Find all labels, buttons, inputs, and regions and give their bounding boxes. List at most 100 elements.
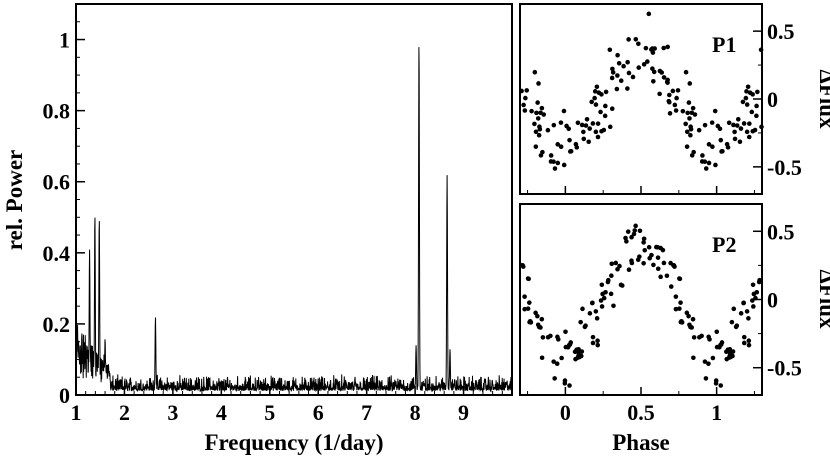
p1-point <box>700 153 705 158</box>
p2-point <box>703 376 709 381</box>
p2-ytick-label: 0.5 <box>767 219 795 244</box>
p2-point <box>539 355 545 361</box>
p1-point <box>573 141 579 147</box>
p2-point <box>738 311 744 316</box>
p1-point <box>674 95 679 101</box>
p2-point <box>677 306 682 311</box>
p2-point <box>641 240 646 245</box>
p2-point <box>595 342 601 348</box>
p2-point <box>562 381 568 386</box>
p1-point <box>696 127 702 133</box>
p1-point <box>687 116 692 121</box>
p1-point <box>602 113 608 119</box>
periodogram-ytick-label: 0 <box>59 383 70 408</box>
p1-point <box>595 134 601 140</box>
p1-point <box>684 129 690 135</box>
p1-point <box>615 52 620 58</box>
p2-point <box>658 245 663 251</box>
p1-point <box>666 98 672 104</box>
p2-point <box>526 276 531 282</box>
p1-point <box>590 121 596 126</box>
p1-point <box>586 139 591 145</box>
p1-point <box>661 75 667 80</box>
p1-point <box>744 129 750 135</box>
p1-point <box>657 91 662 97</box>
p1-point <box>672 102 678 108</box>
p1-frame <box>519 3 763 195</box>
p1-point <box>743 95 749 101</box>
periodogram-xtick-label: 3 <box>167 400 178 425</box>
p1-point <box>732 129 737 135</box>
p2-point <box>654 244 659 250</box>
p2-point <box>540 335 546 340</box>
p2-point <box>691 355 696 361</box>
p2-point <box>520 263 526 268</box>
p1-point <box>724 141 730 147</box>
p1-point <box>712 108 718 114</box>
p1-point <box>609 106 615 112</box>
periodogram-xtick-label: 5 <box>264 400 275 425</box>
p1-point <box>552 166 558 171</box>
periodogram-xtick-label: 4 <box>216 400 227 425</box>
p2-point <box>578 353 584 359</box>
p1-ytick-label: -0.5 <box>767 155 802 180</box>
p2-point <box>551 359 556 364</box>
p2-point <box>632 228 638 233</box>
p1-point <box>523 95 528 101</box>
p1-point <box>709 120 715 125</box>
p2-point <box>598 298 604 303</box>
p1-point <box>754 113 759 119</box>
p2-point <box>566 342 572 348</box>
p1-point <box>699 159 705 164</box>
p1-point <box>703 166 709 171</box>
p1-point <box>532 69 538 75</box>
p2-point <box>661 260 667 266</box>
p2-point <box>751 304 756 309</box>
p2-point <box>730 353 735 359</box>
p2-point <box>594 316 600 321</box>
p1-ylabel: ΔFlux <box>815 69 830 129</box>
p1-point <box>609 75 615 81</box>
p2-point <box>718 383 724 388</box>
p1-point <box>522 108 528 113</box>
periodogram-ticks: 1 2 3 4 5 6 7 8 9 0 0.2 0.4 0.6 0.8 1 <box>43 21 513 425</box>
p1-point <box>706 142 712 147</box>
p2-xlabel: Phase <box>612 430 670 455</box>
p2-point <box>587 311 593 316</box>
p1-point <box>599 128 604 134</box>
p2-point <box>658 274 663 280</box>
p1-point <box>735 117 741 122</box>
p1-point <box>593 102 599 107</box>
p1-point <box>636 65 642 70</box>
p1-point <box>718 137 724 143</box>
p1-ytick-label: 0.5 <box>767 19 795 44</box>
p1-point <box>737 139 743 145</box>
periodogram-ytick-label: 0.4 <box>43 241 71 266</box>
p2-point <box>552 376 557 381</box>
p1-point <box>618 78 624 84</box>
p1-point <box>548 159 554 164</box>
p2-point <box>690 316 696 322</box>
p2-point <box>580 306 585 312</box>
p2-ytick-label: -0.5 <box>767 356 802 381</box>
p2-ylabel: ΔFlux <box>815 269 830 329</box>
p2-xtick-label: 0 <box>560 400 571 425</box>
p2-point <box>757 277 762 283</box>
p1-point <box>592 95 597 101</box>
p2-point <box>613 260 619 266</box>
p1-point <box>595 121 601 126</box>
p2-point <box>578 319 583 325</box>
p1-point <box>731 122 736 128</box>
p2-point <box>618 282 624 288</box>
periodogram-ytick-label: 0.6 <box>43 170 71 195</box>
p1-point <box>584 117 590 122</box>
p1-point <box>555 142 561 147</box>
p2-point <box>599 304 605 309</box>
periodogram-panel: 1 2 3 4 5 6 7 8 9 0 0.2 0.4 0.6 0.8 1 Frequency (1/day… <box>2 3 513 455</box>
p2-point <box>555 334 560 340</box>
p1-point <box>596 90 602 96</box>
p1-point <box>610 70 616 75</box>
periodogram-frame <box>75 3 513 396</box>
p2-point <box>646 244 652 250</box>
p2-point <box>710 355 716 361</box>
